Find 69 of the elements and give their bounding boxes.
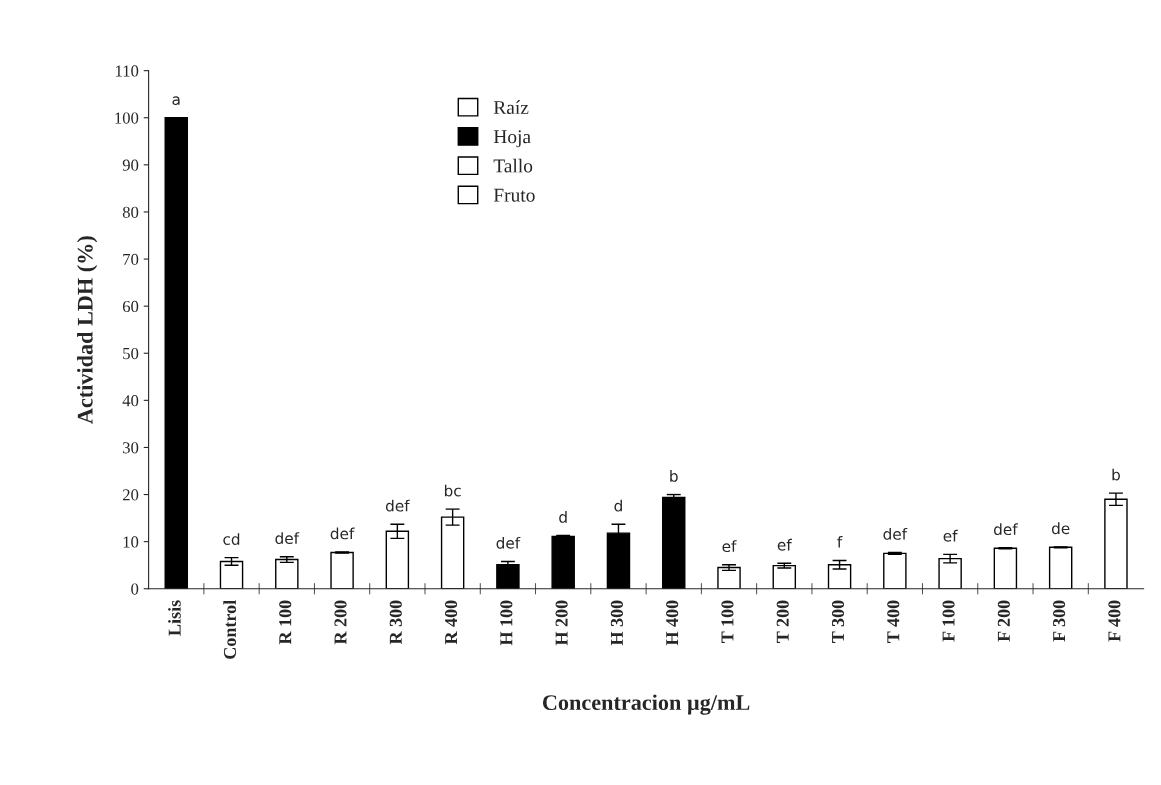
bar <box>219 560 244 589</box>
annotation: ef <box>777 538 792 551</box>
y-tick-label: 10 <box>123 536 139 548</box>
y-axis-title: Actividad LDH (%) <box>77 236 98 424</box>
x-tick-label: Control <box>223 600 237 659</box>
y-tick-label: 20 <box>122 489 139 501</box>
annotation: def <box>496 536 521 549</box>
bar <box>164 117 188 589</box>
x-tick-label: R 300 <box>389 600 402 645</box>
annotation: a <box>172 96 180 106</box>
bar <box>717 566 741 589</box>
x-tick-label: R 100 <box>279 600 292 645</box>
bar <box>551 535 575 589</box>
legend-label: Hoja <box>493 130 531 148</box>
annotation: d <box>614 499 622 512</box>
legend-label: Fruto <box>493 188 535 202</box>
annotation: bc <box>444 484 461 497</box>
annotation: cd <box>223 533 240 545</box>
annotation: de <box>1051 522 1070 535</box>
annotation: b <box>1112 468 1120 481</box>
y-tick-label: 100 <box>115 112 139 124</box>
x-tick-label: F 200 <box>997 600 1010 642</box>
bar <box>330 551 354 589</box>
y-tick-label: 60 <box>122 300 139 313</box>
x-tick-label: H 100 <box>500 600 513 646</box>
x-tick-label: F 100 <box>942 600 955 642</box>
bar <box>938 557 962 589</box>
annotation: f <box>837 535 843 548</box>
x-tick-label: T 400 <box>887 600 900 643</box>
x-tick-label: R 200 <box>334 600 347 645</box>
x-tick-label: F 300 <box>1053 600 1066 642</box>
annotation: def <box>994 523 1018 536</box>
x-tick-label: R 400 <box>444 600 458 645</box>
bar <box>661 496 686 589</box>
x-tick-label: F 400 <box>1108 600 1121 642</box>
bar <box>827 564 852 589</box>
annotation: def <box>883 527 908 540</box>
annotation: d <box>559 511 567 523</box>
bar <box>275 558 299 589</box>
y-tick-label: 50 <box>123 347 139 360</box>
x-tick-label: T 200 <box>776 600 789 643</box>
x-tick-label: H 300 <box>610 600 623 646</box>
legend-label: Tallo <box>493 158 533 173</box>
x-tick-label: H 400 <box>666 600 679 646</box>
bar <box>883 552 907 589</box>
annotation: b <box>670 470 678 482</box>
x-tick-label: H 200 <box>555 600 568 646</box>
bar <box>1104 498 1128 589</box>
annotation: ef <box>943 529 958 542</box>
x-tick-label: T 100 <box>721 600 734 643</box>
y-tick-label: 30 <box>123 442 139 454</box>
y-tick-label: 90 <box>122 159 139 171</box>
annotation: def <box>330 527 355 540</box>
x-tick-label: T 300 <box>831 600 845 643</box>
y-tick-label: 70 <box>123 253 139 265</box>
x-tick-label: Lisis <box>168 600 181 636</box>
y-tick-label: 40 <box>122 395 139 407</box>
annotation: def <box>275 532 300 545</box>
legend-label: Raíz <box>493 100 529 115</box>
y-tick-label: 80 <box>122 206 139 218</box>
annotation: ef <box>722 540 737 553</box>
bar <box>496 564 520 589</box>
x-axis-title: Concentracion µg/mL <box>542 694 750 715</box>
annotation: def <box>385 499 410 512</box>
bar <box>993 547 1018 589</box>
bar <box>772 564 797 589</box>
y-tick-label: 110 <box>115 65 139 77</box>
y-tick-label: 0 <box>131 583 139 595</box>
bar <box>1048 546 1073 589</box>
